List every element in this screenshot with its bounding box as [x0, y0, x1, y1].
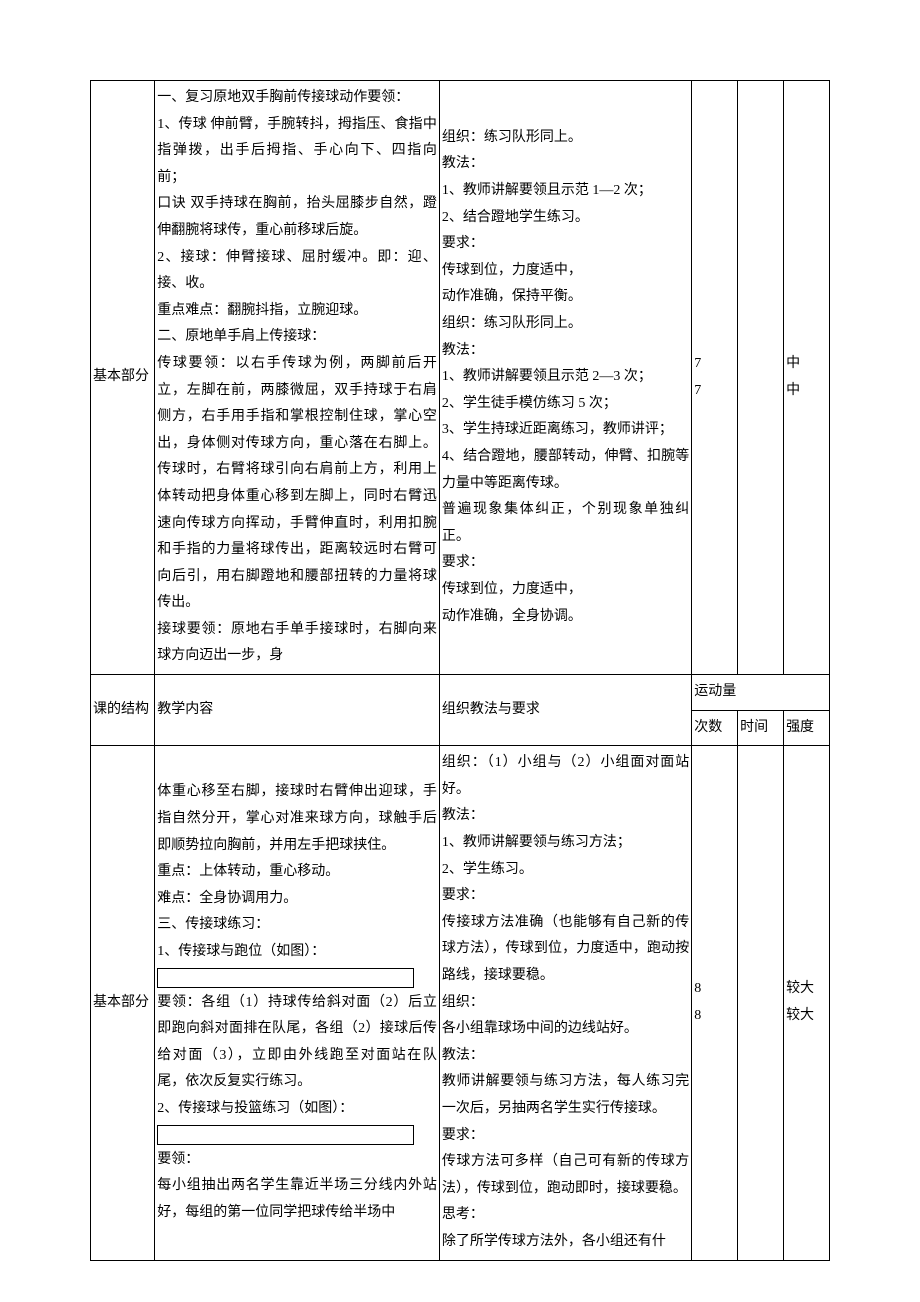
intensity-cell: 较大 较大: [784, 746, 830, 1260]
table-row: 基本部分 体重心移至右脚，接球时右臂伸出迎球，手指自然分开，掌心对准来球方向，球…: [91, 746, 830, 1260]
diagram-placeholder: [157, 968, 414, 988]
lesson-plan-table: 基本部分 一、复习原地双手胸前传接球动作要领： 1、传球 伸前臂，手腕转抖，拇指…: [90, 80, 830, 1261]
time-cell: [738, 81, 784, 675]
method-cell: 组织：（1）小组与（2）小组面对面站好。 教法： 1、教师讲解要领与练习方法； …: [439, 746, 691, 1260]
method-cell: 组织：练习队形同上。 教法： 1、教师讲解要领且示范 1—2 次； 2、结合蹬地…: [439, 81, 691, 675]
count-cell: 7 7: [692, 81, 738, 675]
structure-cell: 基本部分: [91, 81, 155, 675]
intensity-cell: 中 中: [784, 81, 830, 675]
structure-cell: 基本部分: [91, 746, 155, 1260]
header-count: 次数: [692, 710, 738, 746]
header-content: 教学内容: [155, 675, 440, 746]
header-row: 课的结构 教学内容 组织教法与要求 运动量: [91, 675, 830, 711]
content-text-pre: 体重心移至右脚，接球时右臂伸出迎球，手指自然分开，掌心对准来球方向，球触手后即顺…: [157, 784, 437, 959]
count-cell: 8 8: [692, 746, 738, 1260]
diagram-placeholder: [157, 1125, 414, 1145]
table-row: 基本部分 一、复习原地双手胸前传接球动作要领： 1、传球 伸前臂，手腕转抖，拇指…: [91, 81, 830, 675]
header-load: 运动量: [692, 675, 830, 711]
content-cell: 一、复习原地双手胸前传接球动作要领： 1、传球 伸前臂，手腕转抖，拇指压、食指中…: [155, 81, 440, 675]
header-time: 时间: [738, 710, 784, 746]
header-structure: 课的结构: [91, 675, 155, 746]
content-cell: 体重心移至右脚，接球时右臂伸出迎球，手指自然分开，掌心对准来球方向，球触手后即顺…: [155, 746, 440, 1260]
content-text-mid: 要领：各组（1）持球传给斜对面（2）后立即跑向斜对面排在队尾，各组（2）接球后传…: [157, 995, 437, 1116]
header-intensity: 强度: [784, 710, 830, 746]
content-text-post: 要领： 每小组抽出两名学生靠近半场三分线内外站好，每组的第一位同学把球传给半场中: [157, 1152, 437, 1220]
time-cell: [738, 746, 784, 1260]
header-method: 组织教法与要求: [439, 675, 691, 746]
